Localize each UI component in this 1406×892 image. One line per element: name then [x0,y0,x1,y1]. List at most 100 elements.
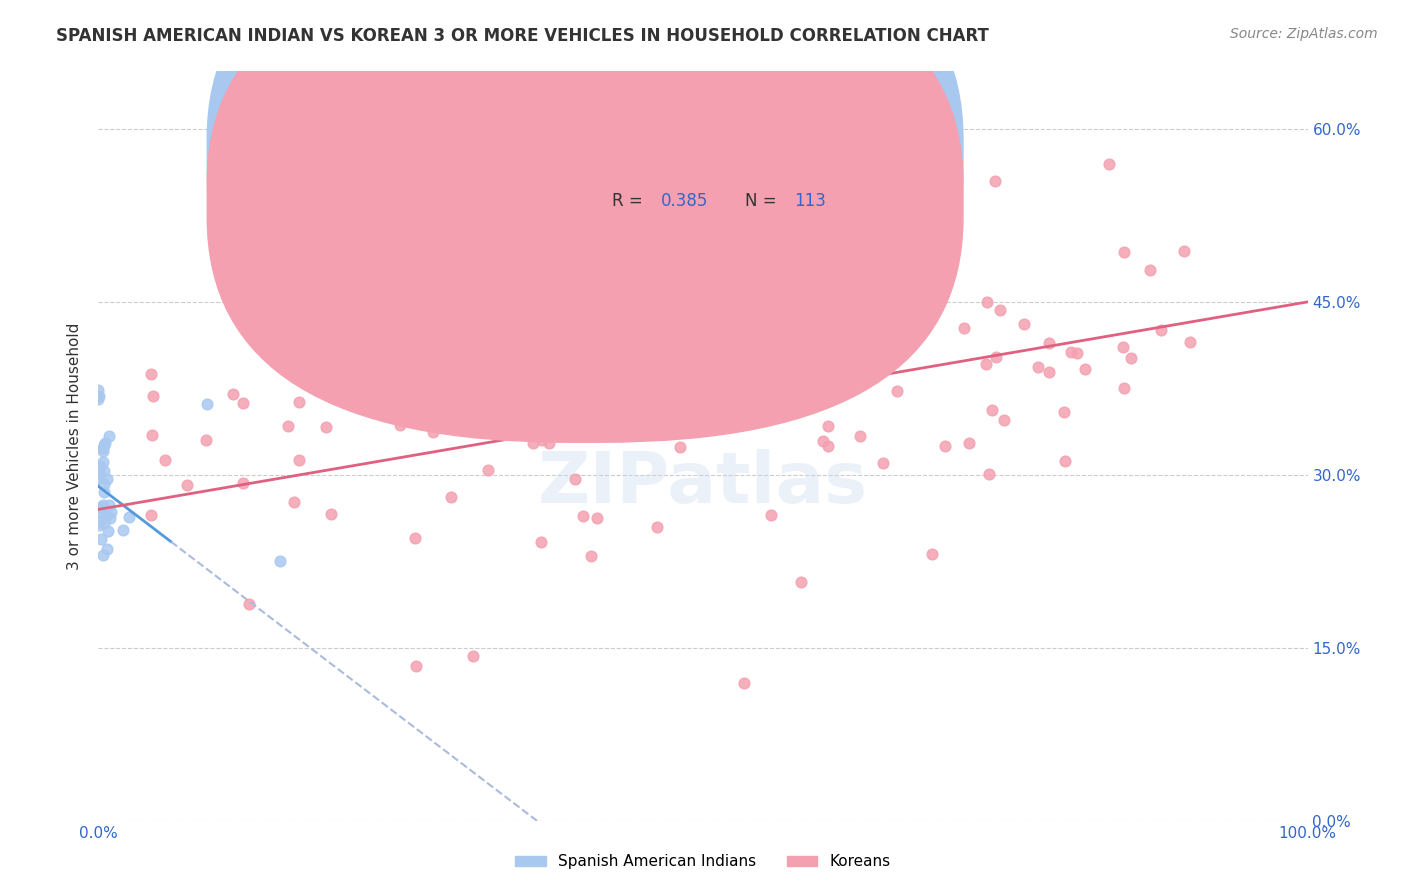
Point [440,490,463,504]
Point [699,342,721,356]
Point [89,458,111,473]
Point [453,363,475,377]
Point [921,547,943,561]
Point [302,329,325,343]
Point [1026,360,1049,375]
Point [1112,340,1135,354]
Point [287,395,309,409]
Point [1150,323,1173,337]
Point [94,508,117,523]
Point [195,397,218,411]
Point [93,464,115,478]
Point [389,418,412,433]
Point [389,168,412,182]
Point [733,308,755,322]
Point [87,389,110,403]
Point [572,509,595,524]
Point [91,443,114,458]
Point [510,214,533,228]
Point [269,554,291,568]
FancyBboxPatch shape [546,116,908,236]
Point [1053,405,1076,419]
Point [222,386,245,401]
Point [621,354,644,368]
Point [1112,381,1135,395]
Point [93,485,115,500]
Point [852,345,875,359]
Point [502,277,524,291]
Point [548,392,571,406]
Point [141,428,163,442]
Point [96,472,118,486]
Point [768,364,790,378]
Point [990,302,1012,317]
Point [579,549,602,564]
Point [399,298,422,312]
Point [953,321,976,335]
Point [595,179,617,194]
Point [422,425,444,439]
Point [432,415,454,429]
Point [917,287,939,301]
Text: R =: R = [613,147,648,165]
Point [738,405,761,419]
Point [1112,245,1135,260]
Point [849,428,872,442]
Point [97,429,120,443]
Text: N =: N = [745,147,782,165]
Point [93,516,115,531]
FancyBboxPatch shape [207,0,963,442]
Point [89,471,111,485]
Point [983,174,1005,188]
Point [90,506,112,520]
Point [277,419,299,434]
Point [89,514,111,528]
Point [530,535,553,549]
Point [232,395,254,409]
Point [839,376,862,390]
Point [957,436,980,450]
Point [98,511,121,525]
Point [409,371,432,385]
Point [94,435,117,450]
Point [87,392,110,407]
Point [683,380,706,394]
Point [685,317,707,331]
Point [811,434,834,448]
Point [582,380,605,394]
Point [659,274,682,288]
Y-axis label: 3 or more Vehicles in Household: 3 or more Vehicles in Household [67,322,83,570]
Point [980,402,1002,417]
Point [1139,263,1161,277]
Point [1053,454,1076,468]
Point [91,455,114,469]
Point [96,541,118,556]
Point [87,383,110,397]
Point [665,333,688,347]
Point [817,419,839,434]
Point [1014,317,1036,331]
Point [98,498,121,512]
Text: 113: 113 [793,192,825,210]
Point [1066,346,1088,360]
Point [872,456,894,470]
Text: 0.385: 0.385 [661,192,709,210]
Point [669,440,692,454]
Point [1038,366,1060,380]
Point [1098,157,1121,171]
Point [522,435,544,450]
Point [679,343,702,357]
Point [761,304,783,318]
FancyBboxPatch shape [207,0,963,397]
Point [90,532,112,546]
Legend: Spanish American Indians, Koreans: Spanish American Indians, Koreans [509,848,897,875]
Point [974,357,997,371]
Text: SPANISH AMERICAN INDIAN VS KOREAN 3 OR MORE VEHICLES IN HOUSEHOLD CORRELATION CH: SPANISH AMERICAN INDIAN VS KOREAN 3 OR M… [56,27,988,45]
Point [1059,345,1081,359]
Point [93,441,115,455]
Point [531,433,554,447]
Point [984,350,1007,364]
Point [111,523,134,537]
Point [817,439,839,453]
Point [329,191,352,205]
